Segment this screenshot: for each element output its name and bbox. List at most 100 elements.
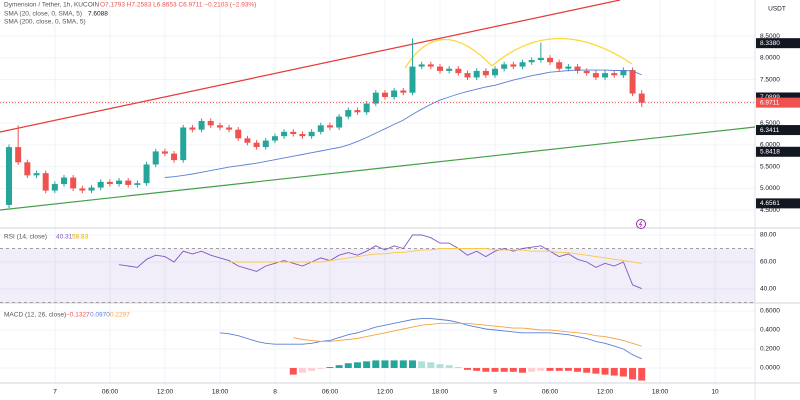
histogram-bar [418,361,426,368]
histogram-bar [390,360,398,368]
candle-body [464,73,471,78]
candle-body [198,120,205,130]
histogram-bar [592,367,600,374]
histogram-bar [629,367,637,380]
y-tick-label: 0.0000 [760,365,780,372]
candle-body [492,68,499,76]
candle-body [116,180,123,185]
y-tick-label: 80.00 [760,232,777,239]
candle-body [134,183,141,185]
time-label: 12:00 [377,389,394,396]
time-label: 10 [711,389,719,396]
histogram-bar [583,367,591,373]
indicator-line [118,234,642,290]
pattern-arc [491,37,633,67]
indicator-line [229,248,642,265]
candle-body [391,90,398,98]
candle-body [400,90,407,93]
price-label-box [756,97,800,108]
candle-body [363,103,370,113]
candle-body [125,180,132,185]
histogram-bar [574,367,582,372]
candle-body [409,66,416,93]
time-label: 12:00 [597,389,614,396]
histogram-bar [638,367,646,381]
time-label: 8 [273,389,277,396]
histogram-bar [289,367,297,375]
legend-value: 0.2297 [110,312,130,319]
candle-body [189,127,196,130]
candle-body [519,62,526,67]
histogram-bar [537,367,545,371]
histogram-bar [519,367,527,373]
candle-body [171,153,178,161]
candle-body [326,125,333,128]
price-label: 6.3411 [760,127,780,134]
candle-body [152,151,159,165]
histogram-bar [464,367,471,370]
price-label-box [756,92,800,103]
candle-body [226,127,233,130]
candle-body [88,187,95,191]
candle-body [33,173,40,176]
candle-body [61,177,68,185]
candle-body [482,70,489,76]
price-label-box [756,146,800,157]
candle-body [446,68,453,71]
histogram-bar [308,367,316,371]
y-tick-label: 8.0000 [760,55,780,62]
candle-body [537,57,544,61]
y-tick-label: 5.0000 [760,185,780,192]
candle-body [235,129,242,139]
candle-body [583,70,590,74]
histogram-bar [564,367,572,371]
rsi-band [0,248,755,303]
plot: 7 06:00 12:00 18:00 8 06:00 12:00 18:00 9 06:00 12… [0,33,800,396]
legend-value: 0.0970 [90,312,110,319]
candle-body [207,120,214,126]
price-label-box [756,125,800,136]
indicator-line [293,322,642,347]
time-label: 06:00 [322,389,339,396]
candle-body [336,116,343,128]
y-tick-label: 8.5000 [760,33,780,40]
y-tick-label: 5.5000 [760,163,780,170]
y-tick-label: 0.6000 [760,308,780,315]
event-icon[interactable] [636,219,646,229]
candle-body [528,60,535,63]
candle-body [299,134,306,137]
currency: USDT [768,6,786,13]
candle-body [455,68,462,74]
candle-body [97,181,104,188]
legend-entry: SMA (200, close, 0, SMA, 5) [4,19,86,26]
histogram-bar [317,367,325,369]
candle-body [79,188,86,191]
price-label: 5.8418 [760,148,780,155]
candle-body [271,136,278,141]
candle-body [611,73,618,76]
histogram-bar [298,367,306,373]
y-tick-label: 0.2000 [760,346,780,353]
candle-body [180,127,187,161]
candle-body [556,62,563,69]
price-label: 8.3380 [760,40,780,47]
pattern-arc [404,38,493,69]
candle-body [592,73,599,78]
symbol: Dymension / Tether, 1h, KUCOIN [4,2,100,9]
candle-body [216,125,223,128]
time-label: 7 [53,389,57,396]
legend-entry: MACD (12, 26, close) [4,312,66,319]
legend-entry: SMA (20, close, 0, SMA, 5) [4,11,82,18]
candle-body [381,92,388,98]
histogram-bar [546,367,554,371]
price-label-box [756,38,800,49]
candle-body [308,131,315,137]
histogram-bar [427,362,435,368]
candle-body [510,64,517,67]
histogram-bar [399,360,407,368]
candle-body [620,70,627,76]
candle-body [262,140,269,148]
histogram-bar [454,367,462,368]
histogram-bar [509,367,517,372]
price-label: 4.6561 [760,200,780,207]
